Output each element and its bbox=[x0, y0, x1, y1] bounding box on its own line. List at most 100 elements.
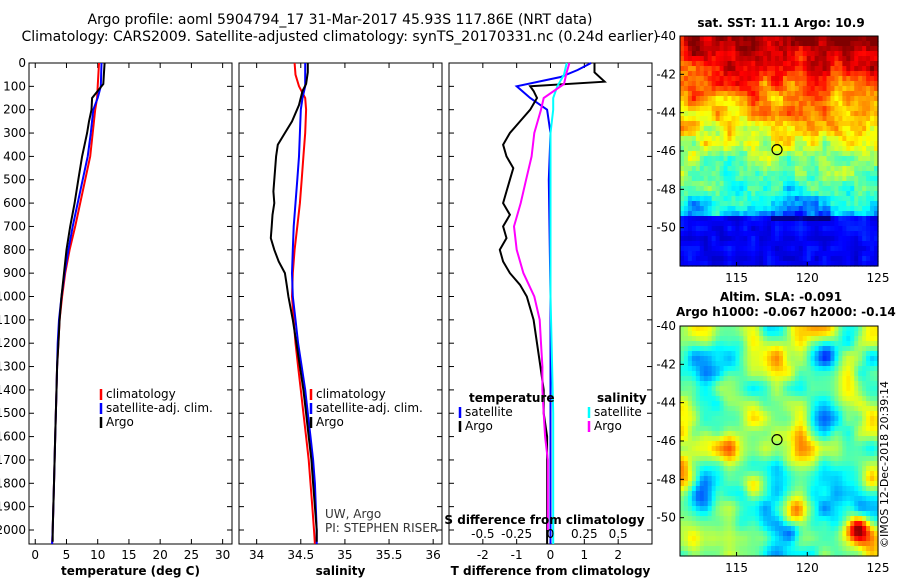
sst_map-cell bbox=[755, 66, 760, 72]
sst_map-cell bbox=[719, 81, 725, 87]
depth-tick-label: 600 bbox=[3, 196, 26, 210]
sla_map-cell bbox=[687, 386, 693, 392]
sla_map-cell bbox=[691, 391, 697, 397]
sla_map-cell bbox=[822, 376, 828, 382]
sst_map-cell bbox=[858, 126, 863, 132]
sla_map-cell bbox=[822, 491, 828, 497]
sla_map-cell bbox=[747, 551, 752, 557]
sst_map-cell bbox=[798, 126, 804, 132]
sla_map-cell bbox=[814, 481, 820, 487]
sla_map-cell bbox=[858, 401, 863, 407]
sla_map-cell bbox=[866, 391, 871, 397]
sst_map-cell bbox=[862, 91, 867, 97]
sst_map-cell bbox=[755, 131, 760, 137]
sla_map-cell bbox=[782, 516, 788, 522]
sla_map-cell bbox=[790, 501, 796, 507]
sla_map-cell bbox=[767, 381, 772, 387]
sla_map-cell bbox=[715, 341, 721, 347]
sla_map-cell bbox=[715, 336, 721, 342]
sst_map-cell bbox=[719, 116, 725, 122]
sla_map-cell bbox=[786, 351, 792, 357]
sla_map-cell bbox=[870, 451, 875, 457]
sst_map-cell bbox=[802, 186, 808, 192]
sst_map-cell bbox=[727, 151, 733, 157]
sla_map-cell bbox=[826, 471, 832, 477]
sla_map-cell bbox=[680, 456, 685, 462]
sst_map-cell bbox=[747, 86, 752, 92]
sla_map-cell bbox=[782, 406, 788, 412]
sst_map-cell bbox=[830, 166, 836, 172]
sst_map-cell bbox=[834, 71, 839, 77]
sla_map-cell bbox=[687, 501, 693, 507]
sst_map-cell bbox=[858, 101, 863, 107]
sst_map-cell bbox=[727, 171, 733, 177]
sla_map-cell bbox=[767, 446, 772, 452]
sla_map-cell bbox=[699, 481, 705, 487]
sla_map-cell bbox=[703, 416, 709, 422]
sla_map-cell bbox=[691, 336, 697, 342]
sla_map-cell bbox=[723, 441, 729, 447]
sst_map-cell bbox=[842, 206, 847, 212]
sst_map-cell bbox=[826, 186, 832, 192]
sla_map-cell bbox=[735, 551, 740, 557]
sst_map-cell bbox=[691, 131, 697, 137]
sst_map-cell bbox=[850, 246, 855, 252]
sla_map-cell bbox=[715, 491, 721, 497]
sla_map-cell bbox=[834, 341, 839, 347]
sla_map-cell bbox=[806, 336, 812, 342]
sla_map-cell bbox=[779, 491, 784, 497]
sla_map-cell bbox=[767, 486, 772, 492]
sst_map-cell bbox=[723, 111, 729, 117]
sst_map-cell bbox=[874, 221, 879, 227]
sst_map-cell bbox=[810, 81, 816, 87]
sst_map-cell bbox=[735, 206, 740, 212]
sst_map-cell bbox=[794, 66, 800, 72]
sla_map-cell bbox=[806, 456, 812, 462]
sla_map-cell bbox=[707, 366, 713, 372]
sst_map-cell bbox=[680, 96, 685, 102]
sst_map-cell bbox=[814, 81, 820, 87]
sst_map-cell bbox=[826, 66, 832, 72]
sla_map-cell bbox=[794, 386, 800, 392]
sla_map-cell bbox=[691, 511, 697, 517]
sst_map-cell bbox=[794, 146, 800, 152]
sla_map-cell bbox=[822, 371, 828, 377]
sst_map-cell bbox=[719, 166, 725, 172]
sst_map-cell bbox=[826, 226, 832, 232]
sst_map-cell bbox=[782, 146, 788, 152]
sla_map-cell bbox=[703, 351, 709, 357]
sla_map-cell bbox=[715, 406, 721, 412]
sst_map-cell bbox=[858, 96, 863, 102]
sla_map-cell bbox=[771, 456, 776, 462]
sla_map-cell bbox=[810, 496, 816, 502]
sst_map-cell bbox=[782, 236, 788, 242]
sla_map-cell bbox=[838, 466, 843, 472]
differences-x-axis-label: T difference from climatology bbox=[451, 564, 651, 578]
sst_map-cell bbox=[838, 236, 843, 242]
sst_map-cell bbox=[767, 126, 772, 132]
sst_map-cell bbox=[767, 196, 772, 202]
sst_map-cell bbox=[779, 186, 784, 192]
sst_map-cell bbox=[834, 186, 839, 192]
sst_map-cell bbox=[782, 156, 788, 162]
sla_map-cell bbox=[874, 541, 879, 547]
sst_map-cell bbox=[687, 76, 693, 82]
sla_map-cell bbox=[858, 466, 863, 472]
sst_map-cell bbox=[786, 36, 792, 42]
sst_map-cell bbox=[715, 106, 721, 112]
title-line-2: Climatology: CARS2009. Satellite-adjuste… bbox=[21, 29, 659, 45]
sla_map-cell bbox=[842, 396, 847, 402]
sst_map-cell bbox=[687, 121, 693, 127]
salinity-legend-label: satellite-adj. clim. bbox=[316, 401, 423, 415]
sst_map-cell bbox=[826, 206, 832, 212]
sla_map-cell bbox=[755, 386, 760, 392]
sla_map-cell bbox=[703, 356, 709, 362]
sla_map-cell bbox=[739, 446, 744, 452]
sst_map-cell bbox=[782, 206, 788, 212]
sst_map-cell bbox=[751, 181, 756, 187]
sst_map-cell bbox=[838, 81, 843, 87]
sla_map-cell bbox=[806, 371, 812, 377]
sst_map-cell bbox=[830, 101, 836, 107]
sst_map-y-tick-label: -44 bbox=[656, 106, 676, 120]
sst_map-cell bbox=[743, 261, 748, 267]
